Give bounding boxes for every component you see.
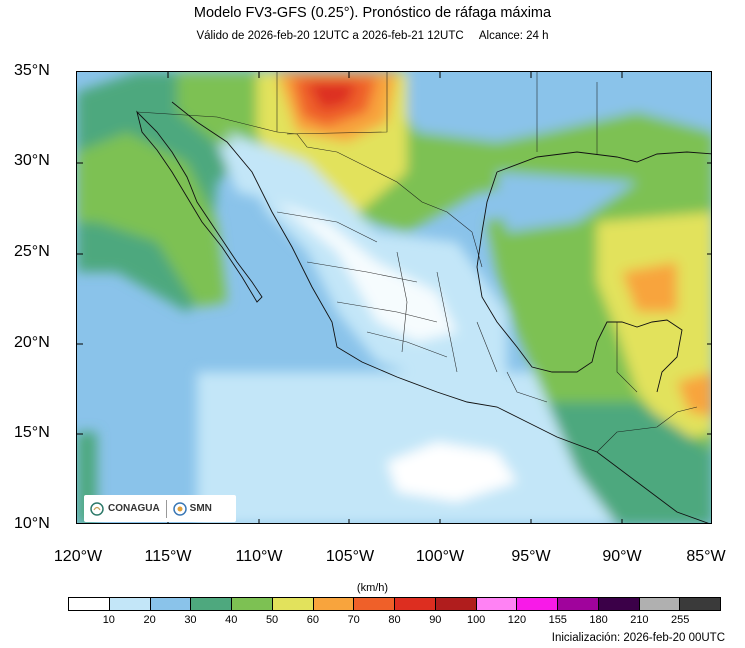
colorbar-ticks: 10 20 30 40 50 60 70 80 90 100 120 155 180 210 255 — [68, 614, 721, 628]
colorbar-tick-label: 90 — [429, 614, 442, 626]
colorbar-swatch — [354, 598, 395, 610]
lon-label-120w: 120°W — [53, 548, 103, 565]
colorbar-swatch — [69, 598, 110, 610]
colorbar-tick-label: 60 — [306, 614, 319, 626]
lon-label-115w: 115°W — [144, 548, 192, 565]
colorbar-swatch — [272, 598, 314, 610]
colorbar-units: (km/h) — [356, 582, 389, 594]
colorbar-swatch — [558, 598, 599, 610]
map-title: Modelo FV3-GFS (0.25°). Pronóstico de rá… — [193, 5, 552, 21]
borders — [136, 72, 698, 453]
colorbar-tick-label: 155 — [548, 614, 567, 626]
smn-logo-icon — [172, 501, 187, 516]
colorbar-swatch — [639, 598, 681, 610]
colorbar-tick-label: 120 — [507, 614, 527, 626]
colorbar-tick-label: 210 — [630, 614, 649, 626]
logo-separator — [165, 499, 167, 518]
colorbar-swatch — [680, 598, 720, 610]
lon-label-85w: 85°W — [686, 548, 726, 565]
initialization-time: Inicialización: 2026-feb-20 00UTC — [551, 632, 725, 644]
conagua-label: CONAGUA — [108, 503, 160, 514]
colorbar — [68, 597, 721, 611]
lat-label-10n: 10°N — [14, 515, 50, 532]
map-subtitle: Válido de 2026-feb-20 12UTC a 2026-feb-2… — [0, 30, 745, 42]
lat-label-35n: 35°N — [14, 62, 50, 79]
colorbar-swatch — [476, 598, 518, 610]
agency-logos: CONAGUA SMN — [84, 495, 236, 522]
colorbar-swatch — [598, 598, 640, 610]
colorbar-tick-label: 100 — [466, 614, 486, 626]
conagua-logo-icon — [90, 501, 104, 516]
colorbar-swatch — [435, 598, 477, 610]
lat-label-20n: 20°N — [14, 334, 50, 351]
lon-label-90w: 90°W — [602, 548, 642, 565]
colorbar-swatch — [150, 598, 192, 610]
lat-label-25n: 25°N — [14, 243, 50, 260]
colorbar-swatch — [109, 598, 151, 610]
lon-label-95w: 95°W — [511, 548, 551, 565]
lat-label-30n: 30°N — [14, 152, 50, 169]
colorbar-swatch — [232, 598, 273, 610]
colorbar-tick-label: 40 — [225, 614, 238, 626]
lat-label-15n: 15°N — [14, 424, 50, 441]
colorbar-swatch — [517, 598, 558, 610]
colorbar-tick-label: 180 — [589, 614, 608, 626]
gust-field — [77, 72, 711, 523]
forecast-map[interactable] — [76, 71, 712, 524]
lon-label-105w: 105°W — [325, 548, 375, 565]
lead-time: Alcance: 24 h — [478, 30, 549, 42]
colorbar-swatch — [313, 598, 355, 610]
lon-label-110w: 110°W — [235, 548, 283, 565]
colorbar-tick-label: 80 — [388, 614, 401, 626]
lon-label-100w: 100°W — [415, 548, 465, 565]
colorbar-tick-label: 70 — [347, 614, 360, 626]
colorbar-tick-label: 50 — [265, 614, 279, 626]
valid-period: Válido de 2026-feb-20 12UTC a 2026-feb-2… — [196, 30, 464, 42]
colorbar-tick-label: 20 — [143, 614, 156, 626]
colorbar-tick-label: 30 — [184, 614, 197, 626]
gust-shading — [77, 72, 711, 523]
colorbar-swatch — [395, 598, 436, 610]
smn-label: SMN — [189, 503, 212, 514]
colorbar-swatch — [191, 598, 232, 610]
grid-ticks — [77, 72, 711, 523]
colorbar-tick-label: 10 — [102, 614, 115, 626]
colorbar-tick-label: 255 — [671, 614, 690, 626]
coastline — [136, 101, 711, 523]
